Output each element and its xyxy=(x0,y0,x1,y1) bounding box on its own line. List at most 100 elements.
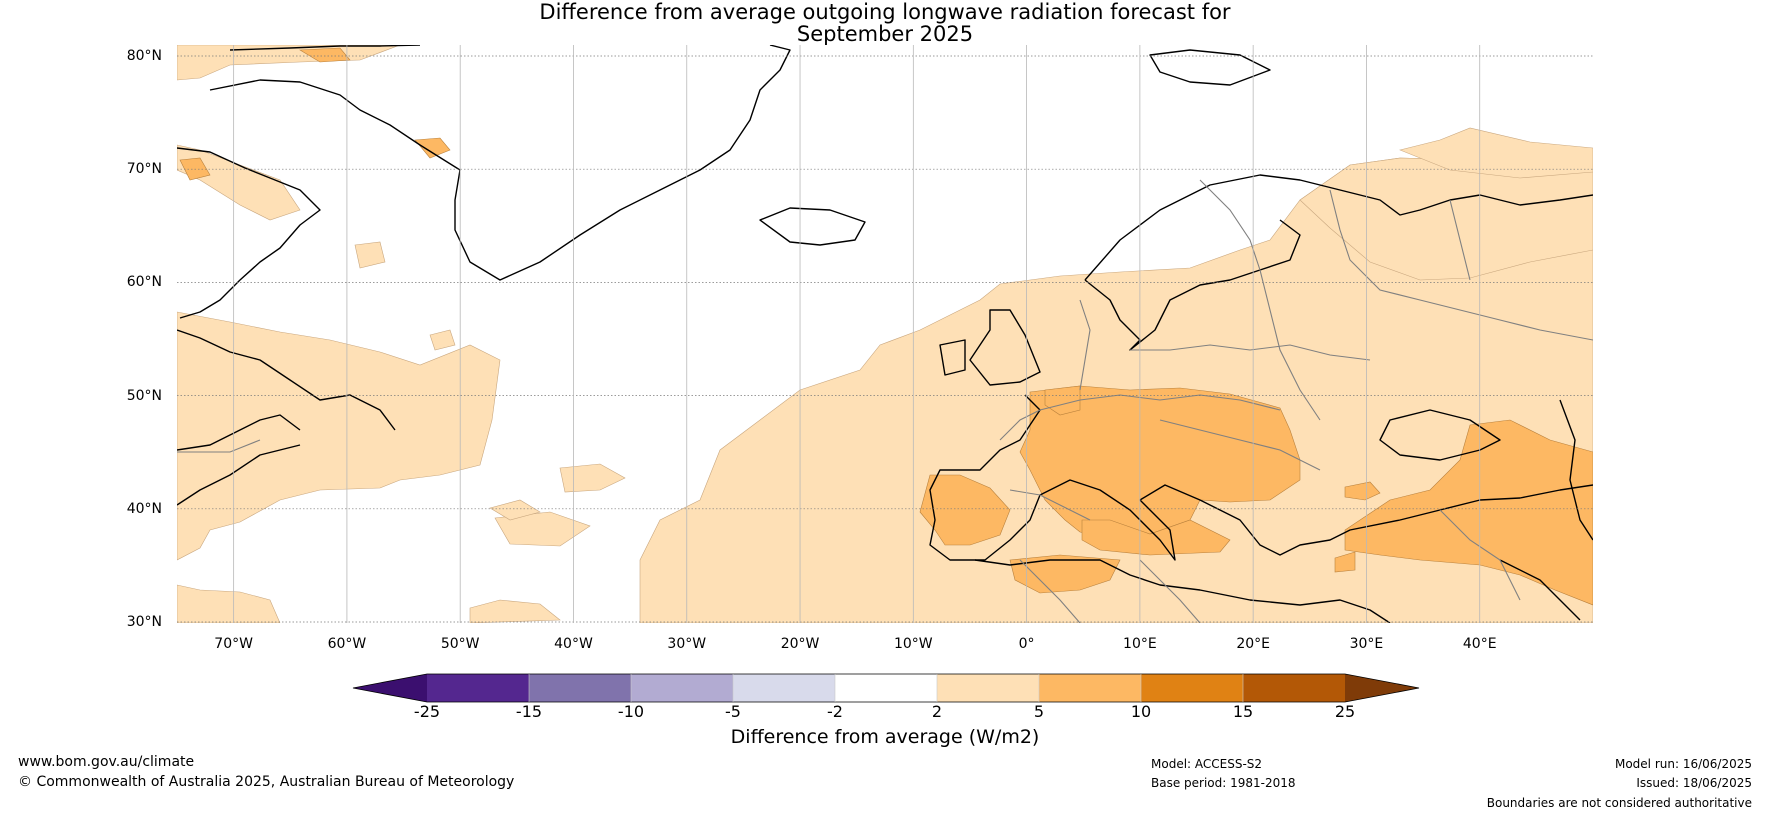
longitude-label: 40°E xyxy=(1462,636,1497,652)
anomaly-levant-small xyxy=(1334,551,1356,573)
longitude-gridlines xyxy=(233,45,1481,623)
colorbar-segment xyxy=(937,674,1039,702)
map-title-line-2: September 2025 xyxy=(796,22,974,46)
longitude-label: 30°W xyxy=(667,636,707,652)
anomaly-north-africa xyxy=(1009,554,1121,594)
colorbar-segment xyxy=(631,674,733,702)
colorbar-title: Difference from average (W/m2) xyxy=(730,726,1040,748)
longitude-label: 20°E xyxy=(1236,636,1270,652)
longitude-label: 20°W xyxy=(780,636,820,652)
border-9 xyxy=(1139,559,1201,623)
border-4 xyxy=(1259,269,1321,421)
colorbar-segment xyxy=(1243,674,1345,702)
colorbar-segment xyxy=(733,674,835,702)
coast-iceland xyxy=(759,207,866,246)
colorbar xyxy=(352,673,1420,703)
anomaly-barents xyxy=(1399,127,1593,179)
longitude-label: 0° xyxy=(1018,636,1035,652)
border-3 xyxy=(1130,344,1371,361)
anomaly-central-europe xyxy=(1019,385,1301,541)
longitude-label: 10°E xyxy=(1123,636,1157,652)
anomaly-atlantic-blob xyxy=(429,329,456,351)
footer-model: Model: ACCESS-S2 xyxy=(1151,757,1263,771)
latitude-label: 70°N xyxy=(126,161,162,178)
anomaly-2-to-5-areas xyxy=(177,45,1593,623)
country-borders xyxy=(177,179,1593,623)
coast-us-northeast xyxy=(177,444,301,506)
colorbar-tick-label: 2 xyxy=(931,702,943,721)
colorbar-segment xyxy=(835,674,937,702)
colorbar-tick-label: 15 xyxy=(1232,702,1254,721)
longitude-label: 10°W xyxy=(893,636,933,652)
colorbar-tick-label: -15 xyxy=(515,702,543,721)
footer-copyright: © Commonwealth of Australia 2025, Austra… xyxy=(18,774,515,790)
map-title-line-1: Difference from average outgoing longwav… xyxy=(539,0,1231,24)
border-7 xyxy=(1199,179,1261,271)
coast-greenland xyxy=(209,45,791,281)
footer-model-run: Model run: 16/06/2025 xyxy=(1614,757,1752,771)
anomaly-labrador-sea xyxy=(354,241,386,269)
latitude-label: 60°N xyxy=(126,274,162,291)
border-13 xyxy=(1449,199,1471,281)
anomaly-greenland-spot xyxy=(414,137,451,159)
coast-baffin-labrador xyxy=(177,147,321,319)
colorbar-extend-high xyxy=(1345,674,1419,702)
anomaly-black-sea-small xyxy=(1344,481,1381,501)
anomaly-subtropic xyxy=(469,599,561,623)
anomaly-arctic-spot-1 xyxy=(298,47,351,63)
colorbar-segment xyxy=(1141,674,1243,702)
colorbar-tick-label: -10 xyxy=(617,702,645,721)
coast-maritimes xyxy=(177,414,301,451)
anomaly-germany-west xyxy=(1044,385,1081,416)
longitude-label: 70°W xyxy=(214,636,253,652)
colorbar-tick-label: -2 xyxy=(827,702,843,721)
latitude-label: 50°N xyxy=(126,387,162,404)
border-8 xyxy=(1329,189,1593,341)
colorbar-segment xyxy=(1039,674,1141,702)
border-14 xyxy=(177,439,261,453)
footer-base-period: Base period: 1981-2018 xyxy=(1151,776,1296,790)
coast-ireland xyxy=(939,339,966,376)
border-1 xyxy=(1079,299,1091,391)
colorbar-tick-label: 5 xyxy=(1033,702,1045,721)
anomaly-5-to-10-areas xyxy=(179,47,1593,606)
border-10 xyxy=(1019,559,1081,623)
anomaly-mid-atlantic-1 xyxy=(559,463,626,493)
border-12 xyxy=(999,409,1041,441)
anomaly-med-central xyxy=(1081,519,1231,556)
colorbar-extend-low xyxy=(353,674,427,702)
longitude-label: 50°W xyxy=(440,636,480,652)
border-6 xyxy=(1009,489,1091,521)
longitude-label: 60°W xyxy=(327,636,367,652)
coast-persian-gulf xyxy=(1499,559,1581,621)
colorbar-segment xyxy=(529,674,631,702)
colorbar-segment xyxy=(427,674,529,702)
anomaly-west-south xyxy=(177,584,281,623)
latitude-label: 40°N xyxy=(126,500,162,517)
border-11 xyxy=(1439,509,1521,601)
footer-issued: Issued: 18/06/2025 xyxy=(1636,776,1752,790)
colorbar-tick-label: 10 xyxy=(1130,702,1152,721)
anomaly-iberia xyxy=(919,474,1011,546)
anomaly-mid-atlantic-3 xyxy=(489,499,541,521)
anomaly-turkey-caucasus xyxy=(1344,419,1593,606)
latitude-label: 80°N xyxy=(126,48,162,64)
colorbar-tick-label: 25 xyxy=(1334,702,1356,721)
border-2 xyxy=(1039,394,1281,411)
coast-great-britain xyxy=(969,309,1041,386)
latitude-label: 30°N xyxy=(126,614,162,630)
coast-quebec xyxy=(177,329,396,431)
anomaly-mid-atlantic-2 xyxy=(494,511,591,547)
colorbar-tick-label: -25 xyxy=(413,702,441,721)
coast-arctic-canada xyxy=(229,45,421,51)
coast-svalbard xyxy=(1149,49,1271,86)
coast-caspian xyxy=(1559,399,1593,541)
anomaly-russia-north xyxy=(1299,149,1593,281)
colorbar-tick-label: -5 xyxy=(725,702,741,721)
coast-north-africa xyxy=(974,559,1391,623)
longitude-label: 40°W xyxy=(554,636,593,652)
longitude-label: 30°E xyxy=(1349,636,1384,652)
footer-website: www.bom.gov.au/climate xyxy=(18,754,195,770)
colorbar-outline xyxy=(352,673,1420,703)
